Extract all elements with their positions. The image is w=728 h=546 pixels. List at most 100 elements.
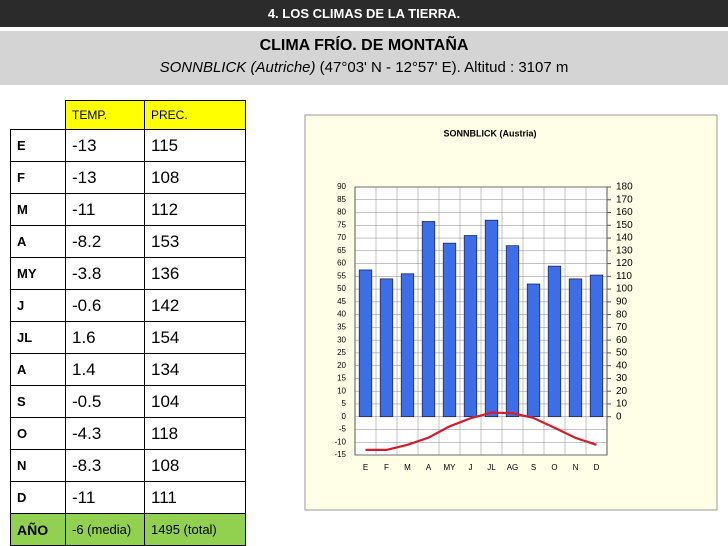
y-tick-label: 45: [337, 297, 346, 306]
y-tick-label: 20: [337, 361, 346, 370]
row: O -4.3 118: [10, 417, 246, 450]
cell: E: [10, 129, 66, 162]
line: [365, 411, 597, 451]
cell: -0.6: [65, 289, 145, 322]
cell: 104: [144, 385, 246, 418]
cell: AÑO: [10, 513, 66, 546]
cell: JL: [10, 321, 66, 354]
cell: M: [10, 193, 66, 226]
x-tick-label: A: [426, 463, 432, 472]
y2-tick-label: 90: [616, 296, 628, 307]
row: J -0.6 142: [10, 289, 246, 322]
y-tick-label: 15: [337, 374, 346, 383]
cell: 1.6: [65, 321, 145, 354]
bar: [505, 245, 520, 418]
cell: 134: [144, 353, 246, 386]
title-band: CLIMA FRÍO. DE MONTAÑA SONNBLICK (Autric…: [0, 31, 728, 85]
y-tick-label: -10: [334, 437, 346, 446]
cell: [10, 100, 66, 130]
cell: -11: [65, 193, 145, 226]
y2-tick-label: 120: [616, 258, 633, 269]
y2-tick-label: 150: [616, 220, 633, 231]
bar: [484, 219, 499, 418]
climate-table: TEMP. PREC. E -13 115 F -13 108 M -11 112 A -8.2 153 M…: [10, 100, 246, 546]
y2-tick-label: 60: [616, 335, 628, 346]
cell: -11: [65, 481, 145, 514]
y2-tick-label: 40: [616, 360, 628, 371]
bar: [568, 278, 583, 418]
cell: -3.8: [65, 257, 145, 290]
y-tick-label: 85: [337, 195, 346, 204]
place: SONNBLICK (Autriche): [159, 59, 316, 76]
y-tick-label: 55: [337, 271, 346, 280]
y-tick-label: 10: [337, 386, 346, 395]
x-tick-label: F: [384, 463, 389, 472]
cell: MY: [10, 257, 66, 290]
y2-tick-label: 80: [616, 309, 628, 320]
chart-title: SONNBLICK (Austria): [443, 128, 536, 138]
y-tick-label: 75: [337, 220, 346, 229]
y2-tick-label: 140: [616, 233, 633, 244]
x-tick-label: M: [404, 463, 411, 472]
x-tick-label: MY: [444, 463, 457, 472]
total-row: AÑO -6 (media) 1495 (total): [10, 513, 246, 546]
x-tick-label: E: [363, 463, 368, 472]
cell: 1.4: [65, 353, 145, 386]
y2-tick-label: 70: [616, 322, 628, 333]
row: S -0.5 104: [10, 385, 246, 418]
cell: 118: [144, 417, 246, 450]
x-tick-label: D: [594, 463, 600, 472]
bar: [400, 273, 415, 418]
y-tick-label: 35: [337, 322, 346, 331]
y2-tick-label: 110: [616, 271, 632, 282]
cell: S: [10, 385, 66, 418]
cell: N: [10, 449, 66, 482]
column-header: TEMP.: [65, 100, 145, 130]
y2-tick-label: 10: [616, 399, 628, 410]
row: E -13 115: [10, 129, 246, 162]
y-tick-label: 40: [337, 310, 346, 319]
y-tick-label: 70: [337, 233, 346, 242]
cell: 111: [144, 481, 246, 514]
row: M -11 112: [10, 193, 246, 226]
slide-header: 4. LOS CLIMAS DE LA TIERRA.: [0, 0, 728, 27]
x-tick-label: JL: [487, 463, 496, 472]
cell: 142: [144, 289, 246, 322]
bar: [442, 242, 457, 418]
x-tick-label: AG: [507, 463, 519, 472]
y-tick-label: 0: [342, 412, 347, 421]
cell: D: [10, 481, 66, 514]
y2-tick-label: 0: [616, 411, 622, 422]
x-tick-label: O: [551, 463, 557, 472]
row: D -11 111: [10, 481, 246, 514]
y2-tick-label: 160: [616, 207, 633, 218]
cell: -6 (media): [65, 513, 145, 546]
y-tick-label: 30: [337, 335, 346, 344]
cell: 108: [144, 449, 246, 482]
chart: SONNBLICK (Austria) -15 -10 -5 0 5 10 15 20 25 30…: [304, 114, 718, 511]
details: (47°03' N - 12°57' E). Altitud : 3107 m: [315, 59, 569, 76]
row: A 1.4 134: [10, 353, 246, 386]
cell: -0.5: [65, 385, 145, 418]
column-header: PREC.: [144, 100, 246, 130]
cell: -8.2: [65, 225, 145, 258]
cell: 108: [144, 161, 246, 194]
y2-tick-label: 170: [616, 194, 633, 205]
bar: [421, 221, 436, 418]
cell: O: [10, 417, 66, 450]
y-tick-label: -5: [339, 425, 347, 434]
y-tick-label: 65: [337, 246, 346, 255]
cell: 1495 (total): [144, 513, 246, 546]
cell: 115: [144, 129, 246, 162]
cell: -13: [65, 129, 145, 162]
cell: -13: [65, 161, 145, 194]
row: A -8.2 153: [10, 225, 246, 258]
y2-tick-label: 20: [616, 386, 628, 397]
y-tick-label: 25: [337, 348, 346, 357]
y-tick-label: 50: [337, 284, 346, 293]
cell: 153: [144, 225, 246, 258]
x-tick-label: S: [531, 463, 536, 472]
y2-tick-label: 30: [616, 373, 628, 384]
bar: [526, 283, 541, 418]
